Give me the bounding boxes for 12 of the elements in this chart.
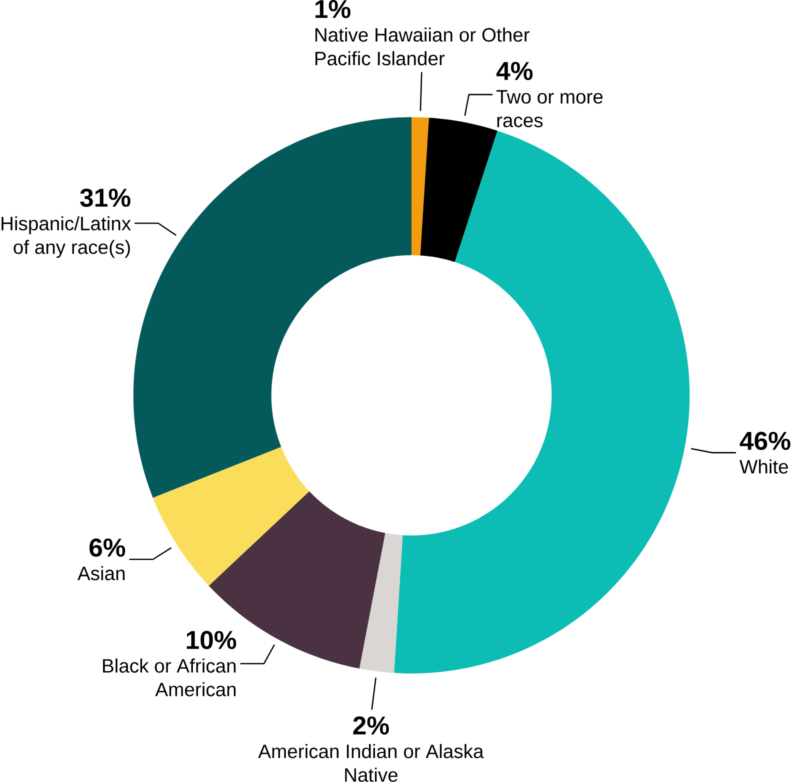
slice-label: Black or African American — [103, 658, 236, 696]
slice-label: Asian — [78, 566, 125, 580]
slice-label: White — [740, 459, 788, 474]
data-label: 1% — [315, 0, 350, 18]
data-label: 10% — [186, 630, 236, 650]
data-label: 31% — [80, 188, 130, 207]
slice-label: Two or more races — [496, 90, 603, 128]
data-label: 2% — [353, 716, 389, 735]
slice-label: American Indian or Alaska Native — [258, 744, 484, 782]
data-label: 6% — [90, 538, 126, 557]
data-label: 46% — [740, 432, 790, 450]
slice-label: Hispanic/Latinx of any race(s) — [2, 216, 131, 258]
